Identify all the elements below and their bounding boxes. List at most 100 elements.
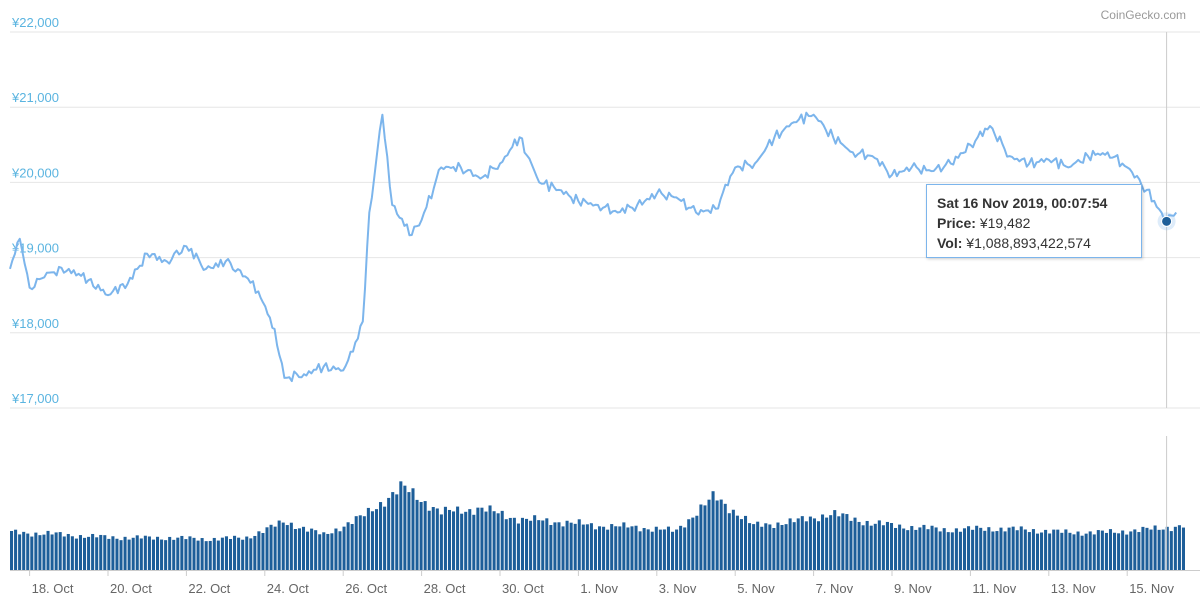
volume-bar <box>995 531 999 570</box>
volume-bar <box>119 540 123 570</box>
volume-bar <box>581 524 585 570</box>
tooltip-price-label: Price: <box>937 215 976 231</box>
volume-bar <box>589 523 593 570</box>
volume-bar <box>930 525 934 570</box>
volume-bar <box>18 534 22 570</box>
x-tick-label: 20. Oct <box>110 581 152 596</box>
volume-bar <box>334 528 338 570</box>
volume-bar <box>877 520 881 570</box>
volume-bar <box>370 511 374 570</box>
volume-bar <box>269 524 273 570</box>
volume-bar <box>606 529 610 570</box>
volume-bar <box>622 522 626 570</box>
volume-bar <box>14 529 18 570</box>
volume-bar <box>670 531 675 570</box>
volume-bar <box>845 514 849 570</box>
volume-bar <box>1080 535 1084 570</box>
volume-bar <box>967 526 971 570</box>
volume-bar <box>480 507 484 570</box>
volume-bar <box>1100 530 1104 570</box>
volume-bar <box>699 504 703 570</box>
volume-bar <box>387 497 391 570</box>
volume-bar <box>415 499 419 570</box>
volume-bar <box>1092 534 1096 570</box>
volume-bar <box>816 521 821 570</box>
volume-bar <box>638 531 642 570</box>
volume-bar <box>1052 529 1056 570</box>
volume-bar <box>946 532 950 570</box>
volume-bar <box>492 511 496 570</box>
volume-bar <box>1019 526 1023 570</box>
volume-bar <box>768 524 772 570</box>
volume-bar <box>788 518 792 570</box>
volume-bar <box>346 522 350 570</box>
volume-bar <box>561 526 565 570</box>
volume-bar <box>95 537 99 570</box>
volume-bar <box>975 525 979 570</box>
volume-bar <box>310 528 314 570</box>
volume-bar <box>131 537 135 570</box>
y-axis-tick-labels: ¥17,000¥18,000¥19,000¥20,000¥21,000¥22,0… <box>11 15 59 406</box>
volume-bar <box>593 529 597 570</box>
x-tick-label: 15. Nov <box>1129 581 1174 596</box>
volume-bar <box>233 535 237 570</box>
volume-bar <box>289 522 293 570</box>
volume-bar <box>1133 529 1137 570</box>
volume-bar <box>147 536 151 570</box>
volume-bar <box>861 525 865 570</box>
volume-bar <box>46 530 50 570</box>
x-tick-label: 1. Nov <box>580 581 618 596</box>
volume-bar <box>293 529 297 570</box>
volume-bar <box>281 522 285 570</box>
volume-bar <box>914 529 918 570</box>
volume-bar <box>127 539 131 570</box>
volume-bar <box>885 521 889 570</box>
volume-bar <box>196 540 200 570</box>
volume-bar <box>780 525 784 570</box>
volume-bar <box>224 536 228 570</box>
price-tooltip: Sat 16 Nov 2019, 00:07:54 Price: ¥19,482… <box>926 184 1142 258</box>
volume-bar <box>918 527 922 570</box>
volume-bar <box>431 507 435 570</box>
volume-bar <box>306 531 310 570</box>
volume-bar <box>318 534 322 570</box>
volume-bar <box>1031 529 1035 570</box>
volume-bar <box>330 533 334 570</box>
volume-bar <box>172 539 176 570</box>
volume-bar <box>577 519 581 570</box>
volume-bar <box>1117 533 1121 570</box>
volume-bar <box>666 526 670 570</box>
volume-bar <box>825 517 829 570</box>
volume-bar <box>962 528 967 570</box>
volume-bar <box>1145 527 1149 570</box>
volume-bar <box>228 538 233 570</box>
volume-bar <box>829 515 833 570</box>
volume-bar <box>395 494 399 570</box>
volume-bar <box>439 514 443 570</box>
volume-bar <box>675 529 679 570</box>
volume-bar <box>549 525 553 570</box>
volume-bar <box>285 525 289 570</box>
volume-bar <box>338 531 342 570</box>
volume-bar <box>30 536 34 570</box>
volume-bar <box>626 527 630 570</box>
volume-bar <box>784 524 788 570</box>
y-tick-label: ¥17,000 <box>11 391 59 406</box>
x-tick-label: 9. Nov <box>894 581 932 596</box>
volume-bar <box>719 499 723 570</box>
volume-bar <box>979 527 983 570</box>
volume-bar <box>983 530 987 570</box>
volume-bar <box>10 530 14 570</box>
volume-bar <box>200 538 204 570</box>
volume-bar <box>403 485 407 570</box>
volume-bar <box>168 536 172 570</box>
volume-bar <box>155 536 160 570</box>
volume-bar <box>1044 529 1048 570</box>
hover-marker <box>1161 215 1173 227</box>
volume-bar <box>630 526 634 570</box>
tooltip-vol-label: Vol: <box>937 235 963 251</box>
credit-link[interactable]: CoinGecko.com <box>1100 8 1186 22</box>
volume-bar <box>192 537 196 570</box>
